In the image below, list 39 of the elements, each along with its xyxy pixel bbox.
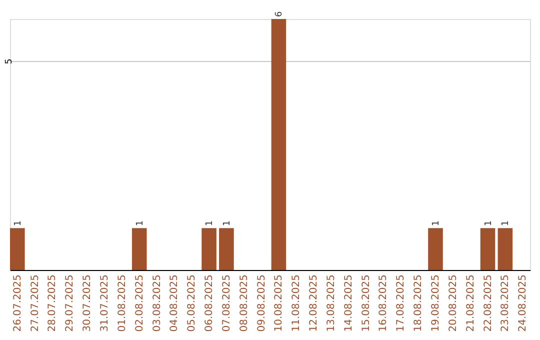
x-tick-label: 26.07.2025 [12,274,24,332]
x-tick-label: 16.08.2025 [378,274,390,332]
data-label: 1 [13,220,24,226]
data-label: 6 [274,11,285,17]
x-tick-label: 21.08.2025 [465,274,476,332]
data-label: 1 [484,220,494,226]
data-label: 1 [431,220,442,226]
data-label: 1 [222,220,232,226]
x-tick-label: 20.08.2025 [448,274,459,332]
data-label: 1 [205,220,216,226]
data-label: 1 [135,220,146,226]
x-tick-label: 28.07.2025 [47,274,58,332]
x-tick-label: 27.07.2025 [30,274,41,332]
x-tick-label: 31.07.2025 [100,274,111,332]
x-tick-label: 09.08.2025 [256,274,268,332]
x-tick-label: 14.08.2025 [343,274,354,332]
x-tick-label: 07.08.2025 [221,274,232,332]
x-tick-label: 04.08.2025 [169,274,180,332]
x-tick-label: 08.08.2025 [238,274,250,332]
x-tick-label: 11.08.2025 [291,274,302,332]
x-tick-label: 15.08.2025 [360,274,372,332]
x-tick-label: 30.07.2025 [82,274,94,332]
x-tick-label: 23.08.2025 [500,274,512,332]
x-tick-label: 03.08.2025 [152,274,163,332]
x-tick-label: 10.08.2025 [274,274,285,332]
x-tick-label: 06.08.2025 [204,274,216,332]
x-tick-label: 13.08.2025 [326,274,337,332]
x-tick-label: 12.08.2025 [308,274,320,332]
y-tick-label: 5 [4,58,14,64]
x-tick-label: 02.08.2025 [134,274,146,332]
x-tick-label: 24.08.2025 [518,274,529,332]
x-tick-label: 17.08.2025 [396,274,407,332]
x-tick-label: 18.08.2025 [413,274,424,332]
data-label: 1 [501,220,512,226]
x-tick-label: 19.08.2025 [430,274,442,332]
x-tick-label: 22.08.2025 [482,274,494,332]
x-tick-label: 29.07.2025 [64,274,76,332]
x-tick-label: 01.08.2025 [116,274,128,332]
x-tick-label: 05.08.2025 [186,274,198,332]
